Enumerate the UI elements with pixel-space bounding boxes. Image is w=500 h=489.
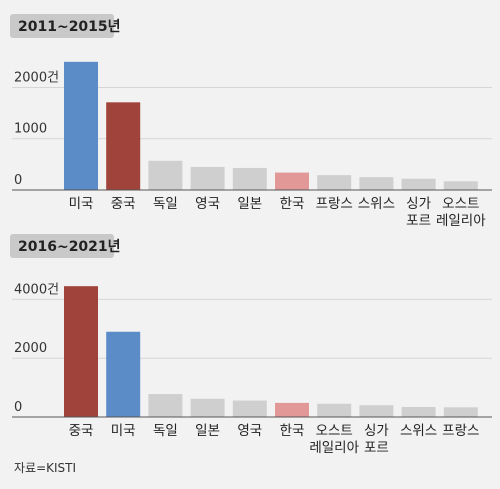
x-category-label: 싱가 포르 [364,423,389,456]
bar [148,160,183,190]
chart-title: 2016~2021년 [18,239,121,255]
x-category-label: 미국 [111,423,136,439]
x-category-label: 프랑스 [442,423,479,439]
chart-title-box [10,234,114,258]
x-category-label: 중국 [111,196,136,212]
y-tick-label: 2000건 [14,70,59,85]
x-category-label: 일본 [237,196,262,212]
x-category-label: 오스트 레일리아 [436,196,486,229]
x-category-label: 한국 [280,196,305,212]
x-category-label: 프랑스 [316,196,353,212]
y-tick-label: 0 [14,400,22,415]
x-category-label: 독일 [153,196,178,212]
y-tick-label: 4000건 [14,282,59,297]
bar [275,172,309,190]
bar [148,394,183,417]
x-category-label: 싱가 포르 [406,196,431,229]
bar [401,407,436,417]
x-category-label: 스위스 [358,196,395,212]
source-note: 자료=KISTI [14,461,76,475]
bar [106,331,141,417]
chart-title: 2011~2015년 [18,19,121,35]
bar [64,286,98,417]
x-category-label: 일본 [195,423,220,439]
x-category-label: 중국 [69,423,94,439]
chart-title-box [10,14,114,38]
bar [275,402,309,417]
bar [443,181,478,190]
bar [232,167,267,190]
bar [106,102,141,190]
bar [443,407,478,417]
bar [190,166,225,190]
bar [401,178,436,190]
x-category-label: 미국 [69,196,94,212]
bar [232,400,267,417]
bar [317,175,352,190]
x-category-label: 오스트 레일리아 [309,423,359,456]
x-category-label: 영국 [237,423,262,439]
bar [190,398,225,417]
y-tick-label: 0 [14,173,22,188]
y-tick-label: 2000 [14,341,47,356]
bar [317,403,352,417]
x-category-label: 영국 [195,196,220,212]
x-category-label: 독일 [153,423,178,439]
x-category-label: 한국 [280,423,305,439]
x-category-label: 스위스 [400,423,437,439]
bar [359,405,394,417]
bar [359,177,394,190]
bar [64,61,98,191]
y-tick-label: 1000 [14,122,47,137]
